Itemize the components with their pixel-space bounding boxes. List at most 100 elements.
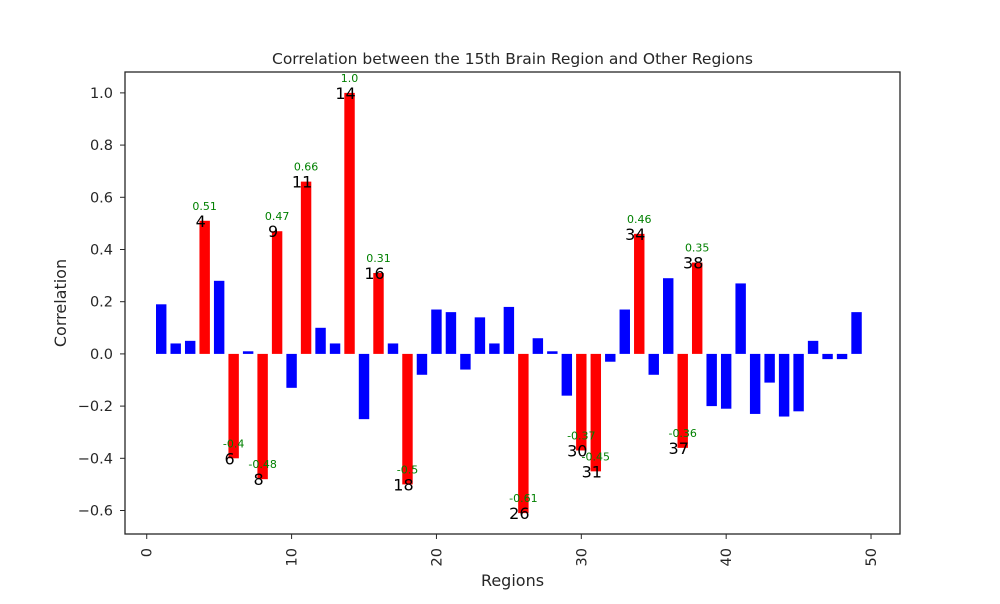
x-axis: 0 10 20 30 40 50 [140,534,880,566]
bar-region-43 [764,353,775,383]
y-tick-label: 0.8 [90,138,113,154]
bar-index-label: 34 [625,225,645,244]
bar-index-label: 4 [196,212,206,231]
bar-index-label: 6 [225,449,235,468]
y-tick-label: −0.6 [78,504,113,520]
bar-index-label: 30 [567,441,587,460]
bar-region-12 [315,327,326,354]
bar-region-39 [706,353,717,407]
chart-title: Correlation between the 15th Brain Regio… [272,50,753,68]
bar-value-label: 0.51 [192,200,217,213]
bar-region-45 [793,353,804,412]
plot-frame [124,71,901,535]
bar-region-4 [199,220,210,354]
bar-value-label: 0.31 [366,252,391,265]
bar-value-label: 0.66 [294,161,319,174]
y-tick-label: 0.6 [90,190,113,206]
bar-region-7 [242,351,254,354]
bar-region-13 [329,343,341,354]
bar-value-label: -0.4 [223,437,244,450]
bar-region-30 [576,353,587,451]
bar-region-10 [286,353,297,388]
bar-index-label: 38 [683,254,703,273]
bar-region-29 [561,353,573,396]
bar-index-label: 26 [509,504,529,523]
bar-region-21 [445,312,457,354]
bar-value-label: 0.46 [627,213,652,226]
bar-region-33 [619,309,630,354]
bar-region-3 [184,340,196,354]
bar-region-9 [271,231,283,354]
bar-region-48 [836,353,848,360]
bar-region-41 [735,283,746,354]
y-tick-label: 0.4 [90,242,113,258]
bar-region-34 [634,233,645,354]
bar-region-15 [358,353,370,420]
bar-region-36 [663,278,674,354]
x-tick-label: 20 [429,548,445,566]
bar-region-46 [807,340,819,354]
y-tick-label: 0.2 [90,295,113,311]
x-axis-label: Regions [481,571,544,590]
bar-region-18 [402,353,413,485]
bar-index-label: 11 [292,173,312,192]
bar-region-19 [416,353,428,375]
bar-region-35 [648,353,659,375]
bar-value-label: 0.47 [265,210,290,223]
bar-region-40 [720,353,732,409]
bar-region-8 [257,353,268,480]
bar-region-47 [822,353,833,360]
y-tick-label: 1.0 [90,86,113,102]
y-tick-label: −0.4 [78,451,113,467]
bar-region-31 [590,353,602,472]
bar-region-22 [460,353,471,370]
bar-region-27 [532,338,544,354]
bar-region-1 [156,304,167,354]
bar-region-28 [547,351,558,354]
bar-region-6 [228,353,239,459]
y-tick-label: 0.0 [90,347,113,363]
bar-index-label: 16 [364,264,384,283]
bar-region-24 [489,343,500,354]
bar-region-5 [213,280,225,354]
bar-value-label: -0.37 [567,429,595,442]
bar-index-label: 14 [335,84,355,103]
bar-region-38 [691,262,703,354]
bar-index-label: 37 [669,439,689,458]
bar-region-32 [605,353,616,362]
bar-region-17 [387,343,399,354]
y-axis-label: Correlation [51,259,70,347]
bar-region-49 [851,312,862,354]
bar-value-label: -0.36 [668,427,696,440]
bar-value-label: -0.5 [397,463,418,476]
bars-layer [156,92,862,514]
bar-region-20 [431,309,442,354]
bar-index-label: 18 [393,475,413,494]
bar-region-44 [778,353,790,417]
x-tick-label: 10 [285,548,301,566]
x-tick-label: 50 [864,548,880,566]
bar-value-label: 1.0 [341,72,359,85]
bar-index-label: 9 [268,222,278,241]
x-tick-label: 30 [574,548,590,566]
y-tick-label: −0.2 [78,399,113,415]
bar-index-label: 8 [254,470,264,489]
bar-region-37 [677,353,688,448]
bar-region-11 [300,181,312,354]
bar-value-label: -0.48 [248,458,276,471]
bar-region-42 [749,353,761,414]
bar-region-2 [170,343,181,354]
bar-value-label: 0.35 [685,242,710,255]
bar-region-26 [518,353,529,514]
bar-value-label: -0.45 [582,450,610,463]
bar-region-25 [503,306,515,354]
bar-region-23 [474,317,486,354]
y-axis: −0.6 −0.4 −0.2 0.0 0.2 0.4 0.6 0.8 1.0 [78,86,125,520]
bar-value-label: -0.61 [509,492,537,505]
x-tick-label: 40 [719,548,735,566]
x-tick-label: 0 [140,548,156,557]
bar-region-14 [344,92,355,354]
